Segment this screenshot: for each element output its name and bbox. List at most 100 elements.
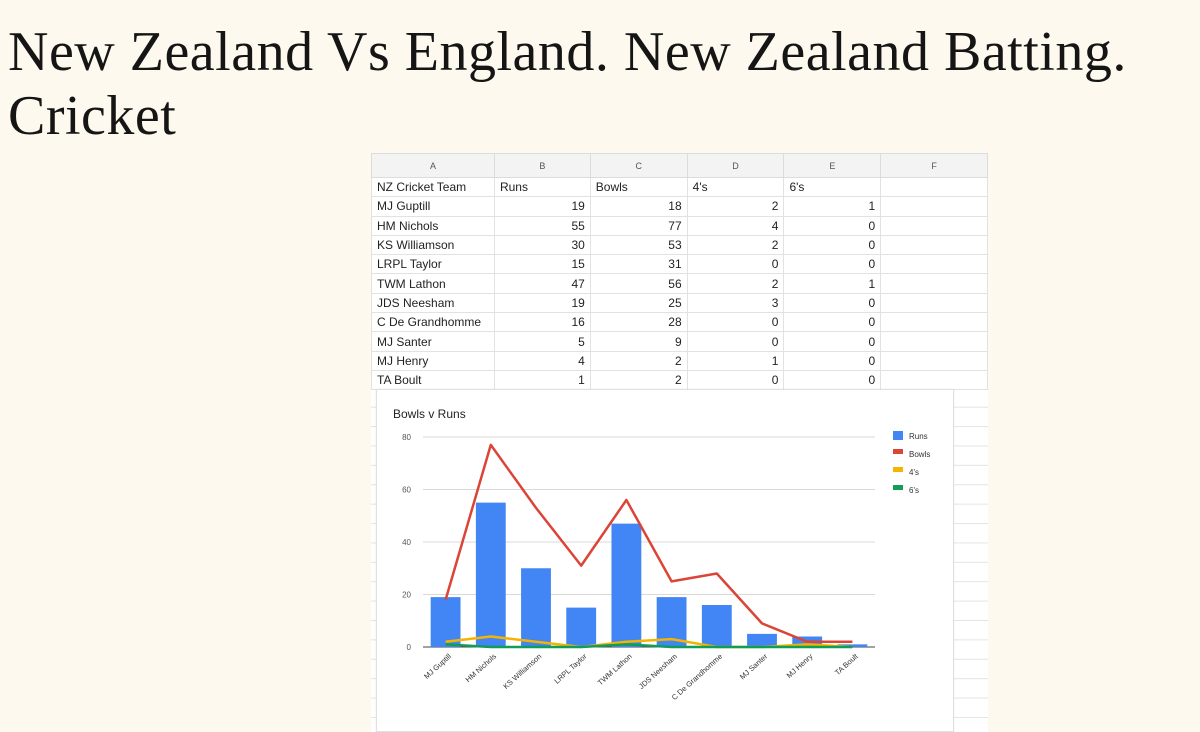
y-tick-label: 80	[402, 433, 411, 442]
column-letter-a[interactable]: A	[371, 153, 495, 178]
runs-cell[interactable]: 19	[493, 196, 591, 217]
sixes-cell[interactable]: 1	[783, 273, 882, 294]
fours-cell[interactable]: 1	[686, 350, 785, 371]
empty-cell[interactable]	[880, 331, 988, 352]
legend-swatch	[893, 485, 903, 490]
bowls-cell[interactable]: 2	[589, 350, 688, 371]
chart-title: Bowls v Runs	[393, 407, 466, 421]
legend-label[interactable]: 4's	[909, 468, 919, 477]
line-series-6s[interactable]	[445, 643, 853, 649]
legend-label[interactable]: 6's	[909, 486, 919, 495]
fours-cell[interactable]: 0	[686, 369, 785, 391]
runs-cell[interactable]: 16	[493, 312, 591, 333]
x-tick-label: MJ Santer	[738, 651, 770, 681]
fours-cell[interactable]: 2	[686, 273, 785, 294]
bar-runs[interactable]	[566, 607, 597, 647]
runs-cell[interactable]: 30	[493, 234, 591, 256]
sixes-cell[interactable]: 1	[783, 196, 882, 217]
bowls-cell[interactable]: 9	[589, 331, 688, 352]
header-cell-team[interactable]: NZ Cricket Team	[371, 176, 495, 198]
fours-cell[interactable]: 4	[686, 215, 785, 236]
line-series-bowls[interactable]	[444, 443, 853, 643]
bowls-cell[interactable]: 77	[589, 215, 688, 236]
player-name-cell[interactable]: KS Williamson	[371, 234, 495, 256]
bowls-cell[interactable]: 28	[589, 312, 688, 333]
table-row: TA Boult 1 2 0 0	[371, 369, 988, 391]
sixes-cell[interactable]: 0	[783, 350, 882, 371]
empty-cell[interactable]	[880, 369, 988, 391]
player-name-cell[interactable]: MJ Guptill	[371, 196, 495, 217]
column-letter-d[interactable]: D	[686, 153, 785, 178]
sixes-cell[interactable]: 0	[783, 215, 882, 236]
fours-cell[interactable]: 0	[686, 254, 785, 275]
fours-cell[interactable]: 2	[686, 234, 785, 256]
player-name-cell[interactable]: LRPL Taylor	[371, 254, 495, 275]
player-name-cell[interactable]: TA Boult	[371, 369, 495, 391]
runs-cell[interactable]: 4	[493, 350, 591, 371]
column-letter-c[interactable]: C	[589, 153, 688, 178]
runs-cell[interactable]: 55	[493, 215, 591, 236]
empty-cell[interactable]	[880, 234, 988, 256]
fours-cell[interactable]: 3	[686, 292, 785, 314]
bar-runs[interactable]	[611, 523, 642, 647]
fours-cell[interactable]: 2	[686, 196, 785, 217]
legend-label[interactable]: Bowls	[909, 450, 930, 459]
empty-cell[interactable]	[880, 254, 988, 275]
legend-label[interactable]: Runs	[909, 432, 928, 441]
bowls-cell[interactable]: 25	[589, 292, 688, 314]
sixes-cell[interactable]: 0	[783, 312, 882, 333]
table-row: TWM Lathon 47 56 2 1	[371, 273, 988, 294]
empty-cell[interactable]	[880, 176, 988, 198]
header-cell-fours[interactable]: 4's	[686, 176, 785, 198]
bowls-cell[interactable]: 18	[589, 196, 688, 217]
bar-runs[interactable]	[475, 502, 506, 647]
runs-cell[interactable]: 47	[493, 273, 591, 294]
runs-cell[interactable]: 15	[493, 254, 591, 275]
page-title: New Zealand Vs England. New Zealand Batt…	[8, 21, 1127, 147]
x-tick-label: LRPL Taylor	[552, 651, 588, 685]
bowls-cell[interactable]: 53	[589, 234, 688, 256]
runs-cell[interactable]: 19	[493, 292, 591, 314]
empty-cell[interactable]	[880, 215, 988, 236]
bar-runs[interactable]	[430, 597, 461, 647]
bowls-cell[interactable]: 56	[589, 273, 688, 294]
sixes-cell[interactable]: 0	[783, 234, 882, 256]
bar-runs[interactable]	[521, 568, 551, 647]
runs-cell[interactable]: 1	[493, 369, 591, 391]
player-name-cell[interactable]: HM Nichols	[371, 215, 495, 236]
embedded-chart[interactable]: Bowls v Runs 0 20 40 60 80 MJ Guptill HM Nicho…	[376, 389, 954, 732]
empty-cell[interactable]	[880, 312, 988, 333]
runs-cell[interactable]: 5	[493, 331, 591, 352]
column-letter-f[interactable]: F	[880, 153, 988, 178]
bar-runs[interactable]	[701, 605, 732, 647]
column-letter-e[interactable]: E	[783, 153, 882, 178]
x-tick-label: JDS Neesham	[637, 652, 679, 691]
header-cell-bowls[interactable]: Bowls	[589, 176, 688, 198]
sixes-cell[interactable]: 0	[783, 292, 882, 314]
x-tick-label: MJ Guptill	[422, 652, 453, 681]
header-cell-sixes[interactable]: 6's	[783, 176, 882, 198]
player-name-cell[interactable]: C De Grandhomme	[371, 312, 495, 333]
fours-cell[interactable]: 0	[686, 331, 785, 352]
player-name-cell[interactable]: TWM Lathon	[371, 273, 495, 294]
bowls-cell[interactable]: 31	[589, 254, 688, 275]
sixes-cell[interactable]: 0	[783, 254, 882, 275]
player-name-cell[interactable]: MJ Henry	[371, 350, 495, 371]
header-cell-runs[interactable]: Runs	[493, 176, 591, 198]
empty-cell[interactable]	[880, 196, 988, 217]
x-tick-label: TA Boult	[833, 651, 860, 677]
bar-runs[interactable]	[837, 644, 868, 647]
column-letter-b[interactable]: B	[493, 153, 591, 178]
empty-cell[interactable]	[880, 292, 988, 314]
bar-runs[interactable]	[747, 633, 777, 647]
sixes-cell[interactable]: 0	[783, 331, 882, 352]
empty-cell[interactable]	[880, 273, 988, 294]
line-series-4s[interactable]	[445, 635, 853, 649]
bowls-cell[interactable]: 2	[589, 369, 688, 391]
table-row: C De Grandhomme 16 28 0 0	[371, 312, 988, 333]
fours-cell[interactable]: 0	[686, 312, 785, 333]
player-name-cell[interactable]: MJ Santer	[371, 331, 495, 352]
empty-cell[interactable]	[880, 350, 988, 371]
sixes-cell[interactable]: 0	[783, 369, 882, 391]
player-name-cell[interactable]: JDS Neesham	[371, 292, 495, 314]
